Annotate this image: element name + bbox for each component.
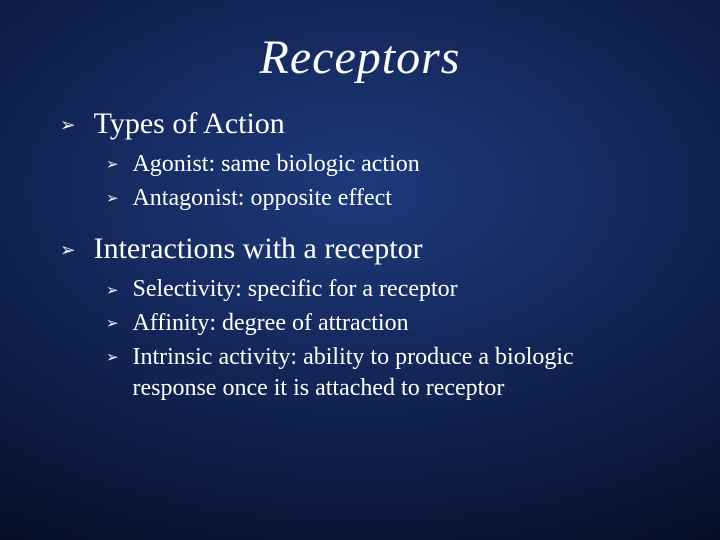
list-item-text: Affinity: degree of attraction xyxy=(132,308,408,339)
section-heading-text: Interactions with a receptor xyxy=(94,232,423,266)
slide-title: Receptors xyxy=(60,30,660,85)
section-heading: ➢ Types of Action xyxy=(60,107,660,141)
bullet-icon: ➢ xyxy=(60,115,76,137)
bullet-icon: ➢ xyxy=(60,240,76,262)
list-item: ➢ Antagonist: opposite effect xyxy=(106,183,660,214)
list-item-text: Agonist: same biologic action xyxy=(132,149,419,180)
list-item: ➢ Intrinsic activity: ability to produce… xyxy=(106,342,660,403)
bullet-icon: ➢ xyxy=(106,156,118,175)
list-item-text: Antagonist: opposite effect xyxy=(132,183,392,214)
bullet-icon: ➢ xyxy=(106,315,118,334)
spacer xyxy=(60,216,660,226)
bullet-icon: ➢ xyxy=(106,349,118,368)
list-item: ➢ Selectivity: specific for a receptor xyxy=(106,274,660,305)
section-heading: ➢ Interactions with a receptor xyxy=(60,232,660,266)
bullet-icon: ➢ xyxy=(106,282,118,301)
list-item-text: Selectivity: specific for a receptor xyxy=(132,274,457,305)
list-item: ➢ Affinity: degree of attraction xyxy=(106,308,660,339)
list-item: ➢ Agonist: same biologic action xyxy=(106,149,660,180)
bullet-icon: ➢ xyxy=(106,190,118,209)
slide: Receptors ➢ Types of Action ➢ Agonist: s… xyxy=(0,0,720,540)
section-heading-text: Types of Action xyxy=(94,107,285,141)
list-item-text: Intrinsic activity: ability to produce a… xyxy=(132,342,660,403)
